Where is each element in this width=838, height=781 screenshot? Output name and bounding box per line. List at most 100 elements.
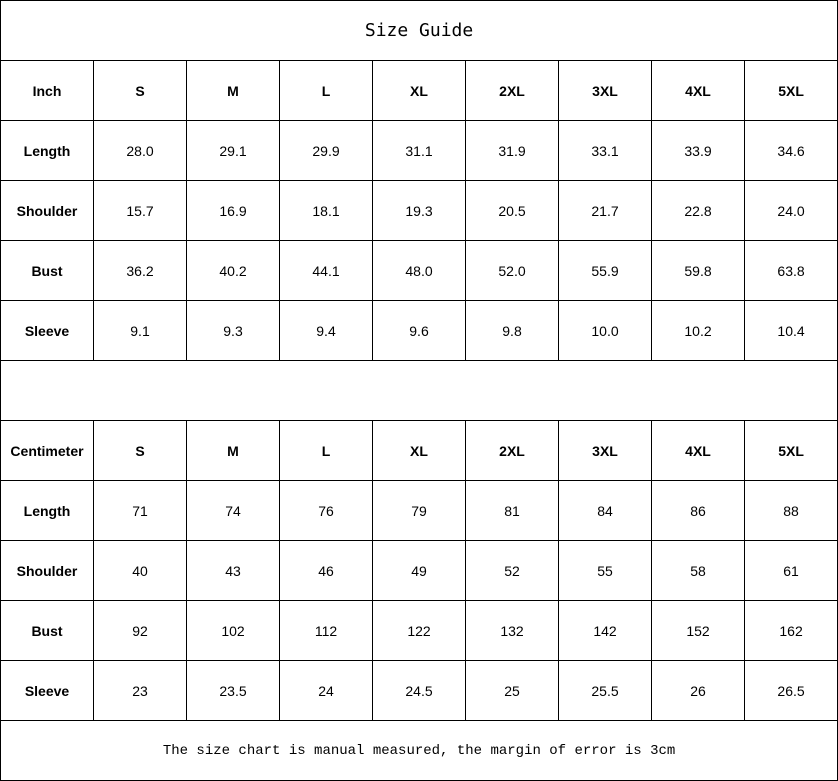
- size-header: XL: [372, 60, 466, 121]
- value-cell: 9.8: [465, 300, 559, 361]
- value-cell: 24.0: [743, 180, 838, 241]
- value-cell: 18.1: [279, 180, 373, 241]
- spacer-row: [0, 360, 838, 421]
- value-cell: 28.0: [93, 120, 187, 181]
- value-cell: 23.5: [186, 660, 280, 721]
- size-header: L: [279, 60, 373, 121]
- value-cell: 49: [372, 540, 466, 601]
- value-cell: 142: [558, 600, 652, 661]
- value-cell: 33.9: [651, 120, 745, 181]
- row-label: Length: [0, 480, 94, 541]
- value-cell: 20.5: [465, 180, 559, 241]
- value-cell: 55: [558, 540, 652, 601]
- table-row: Length 28.0 29.1 29.9 31.1 31.9 33.1 33.9 34.6: [0, 120, 838, 181]
- value-cell: 10.2: [651, 300, 745, 361]
- size-header: L: [279, 420, 373, 481]
- size-header: 4XL: [651, 420, 745, 481]
- note-row: The size chart is manual measured, the m…: [0, 720, 838, 781]
- value-cell: 40.2: [186, 240, 280, 301]
- value-cell: 10.0: [558, 300, 652, 361]
- value-cell: 26.5: [743, 660, 838, 721]
- value-cell: 40: [93, 540, 187, 601]
- value-cell: 48.0: [372, 240, 466, 301]
- value-cell: 43: [186, 540, 280, 601]
- value-cell: 25.5: [558, 660, 652, 721]
- value-cell: 9.4: [279, 300, 373, 361]
- value-cell: 52.0: [465, 240, 559, 301]
- size-header: 2XL: [465, 60, 559, 121]
- size-header: 5XL: [743, 60, 838, 121]
- title-row: Size Guide: [0, 0, 838, 61]
- table-row: Shoulder 40 43 46 49 52 55 58 61: [0, 540, 838, 601]
- size-header: 2XL: [465, 420, 559, 481]
- value-cell: 102: [186, 600, 280, 661]
- table-row: Bust 92 102 112 122 132 142 152 162: [0, 600, 838, 661]
- value-cell: 52: [465, 540, 559, 601]
- page-title: Size Guide: [0, 0, 838, 61]
- table-row: Shoulder 15.7 16.9 18.1 19.3 20.5 21.7 22.8 24.0: [0, 180, 838, 241]
- value-cell: 10.4: [743, 300, 838, 361]
- size-header: M: [186, 60, 280, 121]
- value-cell: 26: [651, 660, 745, 721]
- value-cell: 31.1: [372, 120, 466, 181]
- row-label: Shoulder: [0, 180, 94, 241]
- value-cell: 76: [279, 480, 373, 541]
- value-cell: 9.1: [93, 300, 187, 361]
- value-cell: 25: [465, 660, 559, 721]
- table-row: Length 71 74 76 79 81 84 86 88: [0, 480, 838, 541]
- header-row: Centimeter S M L XL 2XL 3XL 4XL 5XL: [0, 420, 838, 481]
- value-cell: 92: [93, 600, 187, 661]
- size-header: S: [93, 60, 187, 121]
- value-cell: 9.3: [186, 300, 280, 361]
- row-label: Length: [0, 120, 94, 181]
- value-cell: 15.7: [93, 180, 187, 241]
- value-cell: 122: [372, 600, 466, 661]
- value-cell: 23: [93, 660, 187, 721]
- value-cell: 34.6: [743, 120, 838, 181]
- value-cell: 29.1: [186, 120, 280, 181]
- header-row: Inch S M L XL 2XL 3XL 4XL 5XL: [0, 60, 838, 121]
- size-header: 3XL: [558, 60, 652, 121]
- row-label: Shoulder: [0, 540, 94, 601]
- value-cell: 162: [743, 600, 838, 661]
- value-cell: 112: [279, 600, 373, 661]
- value-cell: 21.7: [558, 180, 652, 241]
- value-cell: 19.3: [372, 180, 466, 241]
- row-label: Bust: [0, 600, 94, 661]
- value-cell: 132: [465, 600, 559, 661]
- row-label: Sleeve: [0, 660, 94, 721]
- size-header: S: [93, 420, 187, 481]
- value-cell: 71: [93, 480, 187, 541]
- value-cell: 88: [743, 480, 838, 541]
- value-cell: 61: [743, 540, 838, 601]
- value-cell: 58: [651, 540, 745, 601]
- value-cell: 24: [279, 660, 373, 721]
- value-cell: 46: [279, 540, 373, 601]
- unit-header: Centimeter: [0, 420, 94, 481]
- value-cell: 59.8: [651, 240, 745, 301]
- size-header: 5XL: [743, 420, 838, 481]
- table-row: Sleeve 9.1 9.3 9.4 9.6 9.8 10.0 10.2 10.4: [0, 300, 838, 361]
- value-cell: 33.1: [558, 120, 652, 181]
- size-header: XL: [372, 420, 466, 481]
- value-cell: 81: [465, 480, 559, 541]
- measurement-note: The size chart is manual measured, the m…: [0, 720, 838, 781]
- value-cell: 74: [186, 480, 280, 541]
- value-cell: 152: [651, 600, 745, 661]
- value-cell: 86: [651, 480, 745, 541]
- value-cell: 29.9: [279, 120, 373, 181]
- value-cell: 63.8: [743, 240, 838, 301]
- value-cell: 16.9: [186, 180, 280, 241]
- table-row: Sleeve 23 23.5 24 24.5 25 25.5 26 26.5: [0, 660, 838, 721]
- spacer-cell: [0, 360, 838, 421]
- value-cell: 36.2: [93, 240, 187, 301]
- table-row: Bust 36.2 40.2 44.1 48.0 52.0 55.9 59.8 63.8: [0, 240, 838, 301]
- value-cell: 55.9: [558, 240, 652, 301]
- unit-header: Inch: [0, 60, 94, 121]
- size-header: 4XL: [651, 60, 745, 121]
- value-cell: 22.8: [651, 180, 745, 241]
- row-label: Bust: [0, 240, 94, 301]
- size-header: M: [186, 420, 280, 481]
